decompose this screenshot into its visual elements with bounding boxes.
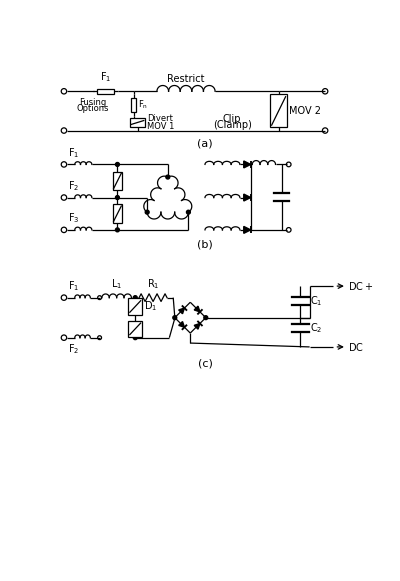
Text: (b): (b) (197, 239, 213, 249)
Text: $\rm DC+$: $\rm DC+$ (348, 280, 374, 292)
Circle shape (133, 336, 137, 340)
Text: Fusing: Fusing (79, 98, 106, 107)
Circle shape (173, 315, 177, 320)
Bar (97, 88, 114, 94)
Text: $\rm C_1$: $\rm C_1$ (310, 295, 323, 308)
Text: $\rm D_1$: $\rm D_1$ (144, 300, 157, 313)
Circle shape (116, 196, 119, 199)
Circle shape (116, 163, 119, 166)
Bar (131, 98, 136, 112)
Circle shape (204, 315, 208, 320)
Text: MOV 2: MOV 2 (289, 106, 321, 116)
Bar (130, 118, 145, 127)
Text: (Clamp): (Clamp) (213, 120, 252, 130)
Polygon shape (244, 194, 251, 201)
Text: Clip: Clip (223, 114, 241, 124)
Text: $\rm F_2$: $\rm F_2$ (68, 179, 79, 193)
Polygon shape (194, 324, 200, 329)
Circle shape (186, 210, 190, 214)
Polygon shape (179, 321, 184, 327)
Bar (113, 205, 122, 223)
Polygon shape (179, 308, 184, 314)
Text: Restrict: Restrict (167, 74, 205, 84)
Polygon shape (244, 227, 251, 234)
Circle shape (116, 228, 119, 232)
Polygon shape (194, 306, 200, 312)
Bar (128, 299, 142, 314)
Text: (a): (a) (197, 138, 213, 148)
Text: (c): (c) (198, 358, 212, 368)
Text: $\rm F_1$: $\rm F_1$ (100, 70, 112, 84)
Bar (113, 172, 122, 190)
Text: $\rm F_1$: $\rm F_1$ (68, 146, 79, 160)
Text: $\rm DC$: $\rm DC$ (348, 341, 364, 353)
Text: $\rm R_1$: $\rm R_1$ (147, 277, 159, 290)
Text: Options: Options (76, 103, 109, 113)
Text: $\rm F_2$: $\rm F_2$ (68, 342, 79, 356)
Bar (270, 94, 287, 127)
Circle shape (145, 210, 149, 214)
Bar (128, 321, 142, 337)
Text: $\rm C_2$: $\rm C_2$ (310, 321, 323, 335)
Text: $\rm F_3$: $\rm F_3$ (68, 211, 79, 225)
Circle shape (133, 296, 137, 300)
Text: Divert: Divert (147, 114, 173, 123)
Text: $\rm L_1$: $\rm L_1$ (111, 277, 122, 290)
Text: $\rm F_n$: $\rm F_n$ (138, 99, 148, 112)
Polygon shape (244, 161, 251, 168)
Text: MOV 1: MOV 1 (147, 122, 174, 131)
Circle shape (166, 175, 170, 179)
Text: $\rm F_1$: $\rm F_1$ (68, 279, 79, 293)
